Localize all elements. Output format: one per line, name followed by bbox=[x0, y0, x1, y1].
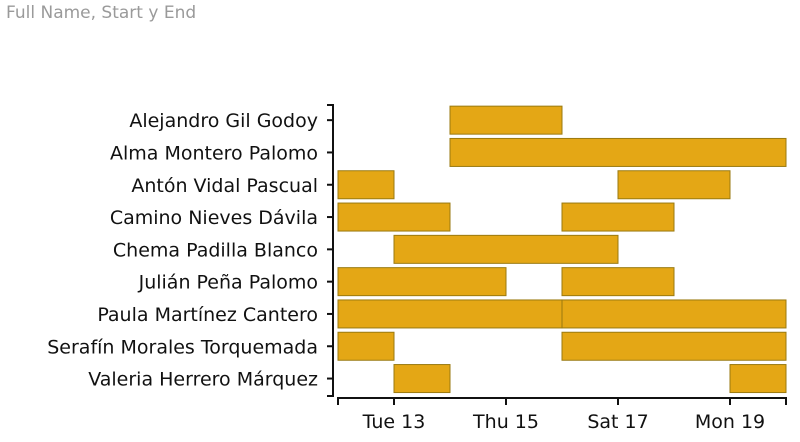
gantt-bar bbox=[729, 364, 787, 394]
y-tick-label: Paula Martínez Cantero bbox=[97, 304, 318, 326]
gantt-bar bbox=[337, 267, 507, 297]
gantt-bar bbox=[337, 299, 563, 329]
gantt-bar bbox=[449, 105, 563, 135]
x-tick-label: Mon 19 bbox=[695, 411, 765, 433]
gantt-bar bbox=[337, 331, 395, 361]
gantt-bar bbox=[393, 234, 619, 264]
x-tick-label: Sat 17 bbox=[587, 411, 648, 433]
x-tick-label: Tue 13 bbox=[362, 411, 426, 433]
gantt-bar bbox=[337, 170, 395, 200]
y-tick-label: Valeria Herrero Márquez bbox=[88, 369, 318, 391]
gantt-bar bbox=[561, 299, 787, 329]
gantt-bar bbox=[449, 137, 787, 167]
y-tick-label: Julián Peña Palomo bbox=[138, 272, 318, 294]
y-tick-label: Serafín Morales Torquemada bbox=[47, 336, 318, 358]
x-axis-line bbox=[337, 397, 787, 405]
page-title: Full Name, Start y End bbox=[6, 3, 197, 23]
gantt-bar bbox=[561, 331, 787, 361]
gantt-bar bbox=[561, 267, 675, 297]
y-tick-label: Camino Nieves Dávila bbox=[110, 207, 318, 229]
gantt-bar bbox=[617, 170, 731, 200]
y-tick-label: Antón Vidal Pascual bbox=[131, 175, 318, 197]
y-axis-line bbox=[327, 104, 334, 397]
gantt-bar bbox=[393, 364, 451, 394]
gantt-bar bbox=[337, 202, 451, 232]
x-tick-label: Thu 15 bbox=[472, 411, 539, 433]
y-tick-label: Alejandro Gil Godoy bbox=[129, 110, 318, 132]
y-tick-label: Alma Montero Palomo bbox=[110, 142, 318, 164]
y-tick-label: Chema Padilla Blanco bbox=[113, 239, 318, 261]
gantt-bar bbox=[561, 202, 675, 232]
